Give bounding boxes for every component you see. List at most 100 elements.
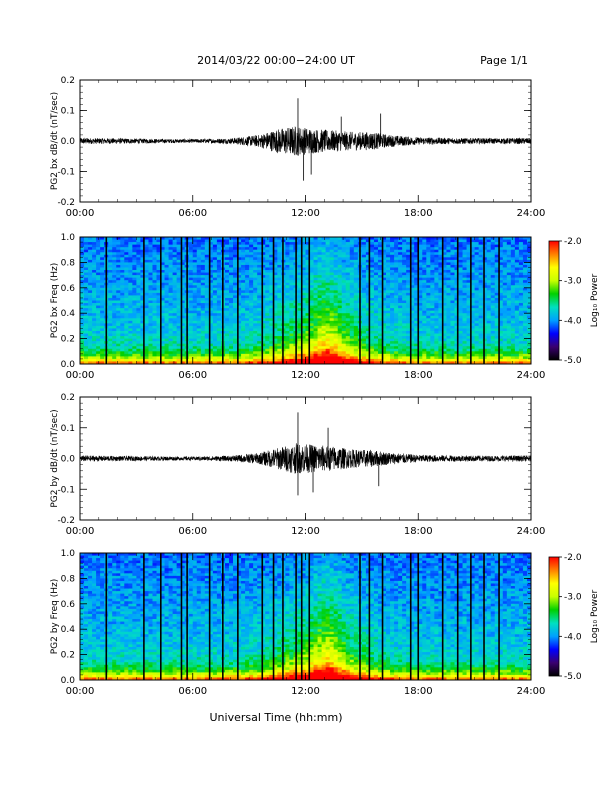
spectrogram-cell	[168, 356, 174, 360]
spectrogram-cell	[208, 242, 214, 246]
spectrogram-cell	[228, 247, 234, 251]
spectrogram-cell	[297, 247, 302, 251]
spectrogram-cell	[132, 264, 137, 268]
spectrogram-cell	[418, 264, 423, 268]
spectrogram-cell	[414, 320, 419, 324]
spectrogram-cell	[458, 305, 463, 309]
spectrogram-cell	[414, 333, 419, 337]
spectrogram-cell	[273, 237, 278, 240]
spectrogram-cell	[136, 325, 141, 329]
spectrogram-cell	[414, 336, 419, 339]
spectrogram-cell	[148, 262, 153, 266]
spectrogram-cell	[406, 338, 411, 342]
spectrogram-cell	[317, 242, 323, 246]
spectrogram-cell	[410, 285, 415, 289]
spectrogram-cell	[434, 356, 439, 360]
spectrogram-cell	[454, 323, 459, 327]
spectrogram-cell	[100, 318, 105, 322]
spectrogram-cell	[164, 292, 169, 296]
spectrogram-cell	[398, 313, 403, 317]
spectrogram-cell	[277, 310, 282, 314]
spectrogram-cell	[329, 320, 335, 324]
spectrogram-cell	[188, 305, 194, 309]
spectrogram-cell	[382, 323, 387, 327]
spectrogram-cell	[224, 328, 230, 332]
spectrogram-cell	[390, 262, 395, 266]
spectrogram-cell	[265, 254, 270, 258]
spectrogram-cell	[345, 351, 351, 355]
spectrogram-cell	[406, 356, 411, 360]
spectrogram-cell	[228, 275, 234, 279]
spectrogram-cell	[442, 315, 447, 319]
spectrogram-cell	[128, 300, 133, 304]
spectrogram-cell	[285, 333, 290, 337]
spectrogram-cell	[434, 333, 439, 337]
spectrogram-cell	[160, 285, 165, 289]
spectrogram-cell	[398, 328, 403, 332]
spectrogram-cell	[136, 358, 141, 362]
spectrogram-cell	[88, 308, 93, 312]
spectrogram-cell	[116, 336, 121, 339]
spectrogram-cell	[152, 315, 157, 319]
spectrogram-cell	[168, 351, 174, 355]
spectrogram-cell	[462, 252, 467, 256]
spectrogram-cell	[140, 338, 145, 342]
spectrogram-cell	[253, 239, 258, 243]
spectrogram-cell	[434, 287, 439, 291]
spectrogram-cell	[136, 247, 141, 251]
spectrogram-cell	[152, 285, 157, 289]
spectrogram-cell	[398, 358, 403, 362]
spectrogram-cell	[108, 252, 113, 256]
spectrogram-cell	[80, 257, 85, 261]
spectrogram-cell	[305, 242, 310, 246]
spectrogram-cell	[394, 244, 399, 248]
spectrogram-cell	[148, 295, 153, 299]
spectrogram-cell	[132, 315, 137, 319]
spectrogram-cell	[394, 290, 399, 294]
spectrogram-cell	[317, 239, 323, 243]
spectrogram-cell	[398, 323, 403, 327]
spectrogram-cell	[373, 303, 379, 306]
spectrogram-cell	[345, 239, 351, 243]
spectrogram-cell	[265, 292, 270, 296]
spectrogram-cell	[458, 315, 463, 319]
spectrogram-cell	[450, 285, 455, 289]
spectrogram-cell	[410, 353, 415, 357]
spectrogram-cell	[285, 305, 290, 309]
spectrogram-cell	[164, 361, 169, 365]
spectrogram-cell	[237, 343, 242, 347]
spectrogram-cell	[156, 254, 161, 258]
spectrogram-cell	[301, 254, 306, 258]
spectrogram-cell	[261, 282, 266, 286]
spectrogram-cell	[212, 328, 218, 332]
spectrogram-cell	[96, 257, 101, 261]
spectrogram-cell	[365, 303, 371, 306]
spectrogram-cell	[406, 262, 411, 266]
spectrogram-cell	[377, 239, 383, 243]
spectrogram-cell	[337, 348, 343, 352]
spectrogram-cell	[373, 341, 379, 345]
spectrogram-cell	[132, 358, 137, 362]
spectrogram-cell	[136, 282, 141, 286]
spectrogram-cell	[321, 244, 327, 248]
spectrogram-cell	[204, 356, 210, 360]
spectrogram-cell	[446, 290, 451, 294]
spectrogram-cell	[245, 333, 250, 337]
spectrogram-cell	[305, 343, 310, 347]
spectrogram-cell	[92, 282, 97, 286]
spectrogram-cell	[422, 244, 427, 248]
spectrogram-cell	[277, 259, 282, 263]
spectrogram-cell	[422, 323, 427, 327]
spectrogram-cell	[325, 303, 331, 306]
spectrogram-cell	[349, 343, 355, 347]
spectrogram-cell	[398, 254, 403, 258]
spectrogram-cell	[466, 264, 471, 268]
spectrogram-cell	[446, 285, 451, 289]
spectrogram-cell	[341, 270, 347, 273]
spectrogram-cell	[188, 257, 194, 261]
spectrogram-cell	[160, 330, 165, 334]
spectrogram-cell	[200, 323, 206, 327]
spectrogram-cell	[446, 267, 451, 271]
spectrogram-cell	[245, 313, 250, 317]
spectrogram-cell	[390, 257, 395, 261]
